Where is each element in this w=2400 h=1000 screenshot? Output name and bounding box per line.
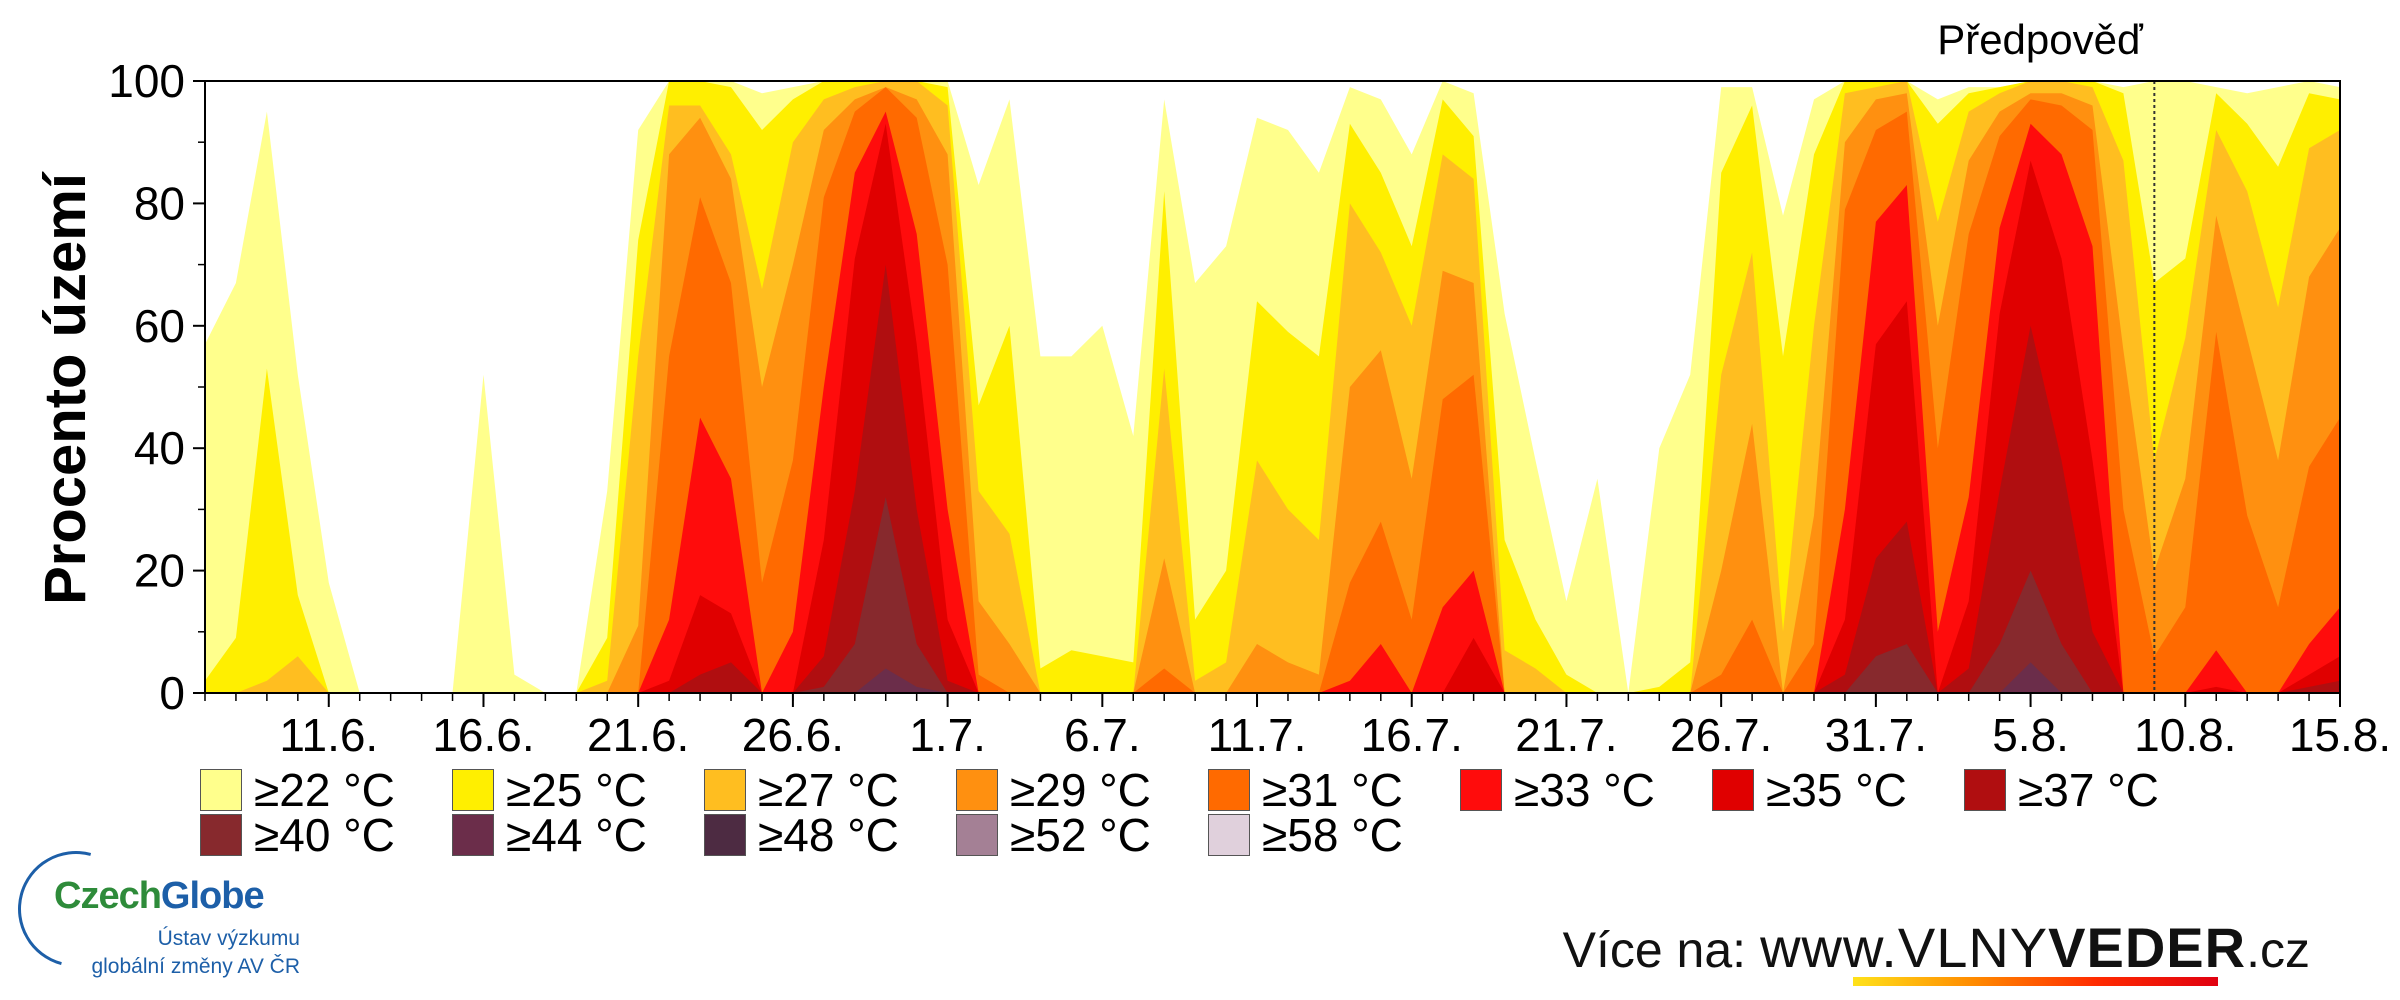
legend-item: ≥31 °C [1208,764,1403,816]
x-tick-label-5.8.: 5.8. [1992,709,2069,760]
area-series-5 [205,111,2340,694]
footer-site-part3: .cz [2246,922,2310,978]
legend-item: ≥48 °C [704,809,899,861]
legend-item: ≥52 °C [956,809,1151,861]
legend-item: ≥40 °C [200,809,395,861]
legend-swatch [704,769,746,811]
y-tick-label-0: 0 [159,667,185,719]
x-tick-label-15.8.: 15.8. [2289,709,2391,760]
legend-swatch [452,814,494,856]
logo-subtitle-2: globální změny AV ČR [91,955,300,978]
logo-word-globe: Globe [160,875,265,917]
x-tick-label-21.6.: 21.6. [587,709,689,760]
legend-label: ≥33 °C [1514,764,1655,816]
legend-item: ≥33 °C [1460,764,1655,816]
area-series-group [205,81,2340,694]
x-tick-label-31.7.: 31.7. [1825,709,1927,760]
x-tick-label-10.8.: 10.8. [2134,709,2236,760]
y-tick-label-100: 100 [108,55,185,107]
legend-swatch [1712,769,1754,811]
legend-swatch [1208,814,1250,856]
legend-swatch [1964,769,2006,811]
legend: ≥22 °C ≥25 °C ≥27 °C ≥29 °C ≥31 °C ≥33 °C ≥35 … [200,764,2350,876]
legend-label: ≥31 °C [1262,764,1403,816]
footer-site-part1: www.VLNY [1760,916,2049,979]
y-axis-label: Procento území [33,171,98,605]
x-tick-label-16.6.: 16.6. [432,709,534,760]
legend-label: ≥52 °C [1010,809,1151,861]
logo-subtitle-1: Ústav výzkumu [157,927,300,950]
legend-item: ≥22 °C [200,764,395,816]
y-tick-label-80: 80 [134,177,185,229]
legend-label: ≥37 °C [2018,764,2159,816]
legend-item: ≥35 °C [1712,764,1907,816]
y-tick-label-40: 40 [134,422,185,474]
x-tick-label-6.7.: 6.7. [1064,709,1141,760]
legend-swatch [200,769,242,811]
legend-item: ≥29 °C [956,764,1151,816]
footer-link[interactable]: Více na: www.VLNY VEDER .cz [1562,915,2310,986]
x-tick-label-1.7.: 1.7. [909,709,986,760]
legend-label: ≥22 °C [254,764,395,816]
legend-label: ≥35 °C [1766,764,1907,816]
legend-item: ≥44 °C [452,809,647,861]
x-tick-label-21.7.: 21.7. [1515,709,1617,760]
footer-site-part2: VEDER [2048,916,2247,979]
x-tick-label-11.6.: 11.6. [279,709,378,760]
x-tick-label-26.6.: 26.6. [742,709,844,760]
legend-label: ≥40 °C [254,809,395,861]
czechglobe-logo: CzechGlobe Ústav výzkumu globální změny … [0,829,310,995]
y-tick-label-20: 20 [134,545,185,597]
legend-swatch [1460,769,1502,811]
y-tick-label-60: 60 [134,300,185,352]
area-series-6 [205,123,2340,694]
legend-label: ≥48 °C [758,809,899,861]
x-tick-label-26.7.: 26.7. [1670,709,1772,760]
legend-swatch [956,769,998,811]
logo-wordmark: CzechGlobe [54,875,265,918]
legend-label: ≥29 °C [1010,764,1151,816]
x-tick-label-16.7.: 16.7. [1361,709,1463,760]
legend-item: ≥27 °C [704,764,899,816]
legend-item: ≥58 °C [1208,809,1403,861]
logo-word-czech: Czech [54,875,162,917]
legend-item: ≥25 °C [452,764,647,816]
legend-swatch [200,814,242,856]
heat-area-chart: 0 20 40 60 80 100 11.6. 16.6. 21.6. 26.6. 1.7. 6.7.… [33,16,2391,760]
footer-gradient-bar [1852,977,2218,986]
x-tick-label-11.7.: 11.7. [1208,709,1307,760]
legend-swatch [452,769,494,811]
legend-swatch [1208,769,1250,811]
legend-label: ≥27 °C [758,764,899,816]
legend-label: ≥44 °C [506,809,647,861]
legend-swatch [704,814,746,856]
legend-label: ≥58 °C [1262,809,1403,861]
legend-item: ≥37 °C [1964,764,2159,816]
legend-label: ≥25 °C [506,764,647,816]
forecast-label: Předpověď [1937,16,2144,63]
footer-prefix: Více na: [1562,922,1747,978]
axes-group: 0 20 40 60 80 100 11.6. 16.6. 21.6. 26.6. 1.7. 6.7.… [108,55,2391,760]
legend-swatch [956,814,998,856]
